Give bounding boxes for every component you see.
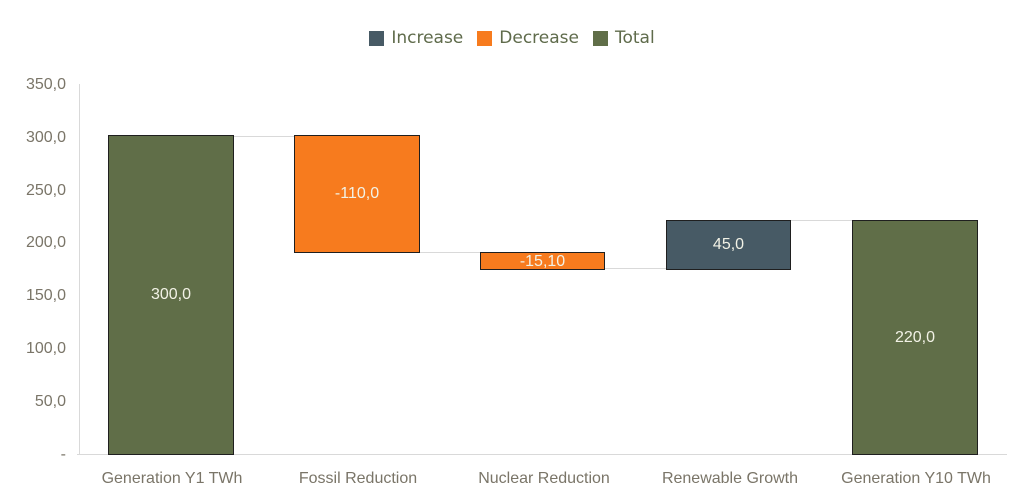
y-tick: 50,0 — [34, 393, 66, 410]
bar-fossil-reduction: -110,0 — [294, 135, 420, 253]
bar-value-label: 220,0 — [894, 328, 936, 346]
y-tick: 300,0 — [25, 129, 66, 146]
bar-renewable-growth: 45,0 — [666, 220, 791, 270]
bar-nuclear-reduction: -15,10 — [480, 252, 605, 270]
y-tick: 100,0 — [25, 340, 66, 357]
bar-value-label: 300,0 — [150, 286, 192, 303]
y-tick: - — [60, 446, 66, 463]
x-label: Fossil Reduction — [298, 470, 418, 487]
legend-label: Increase — [391, 28, 464, 48]
connector-line — [605, 268, 666, 269]
legend-item-increase: Increase — [369, 28, 463, 48]
bar-generation-y10: 220,0 — [852, 220, 978, 455]
y-tick: 200,0 — [25, 234, 66, 251]
x-axis-line — [77, 454, 1007, 455]
legend-item-decrease: Decrease — [477, 28, 579, 48]
x-label: Nuclear Reduction — [478, 470, 610, 487]
bar-value-label: -110,0 — [334, 185, 380, 202]
x-label: Generation Y1 TWh — [101, 470, 243, 487]
increase-swatch-icon — [369, 30, 385, 46]
total-swatch-icon — [592, 30, 608, 46]
legend-label: Total — [614, 28, 655, 48]
chart-legend: Increase Decrease Total — [0, 28, 1024, 48]
bar-value-label: 45,0 — [712, 236, 745, 253]
connector-line — [420, 252, 480, 253]
x-label: Generation Y10 TWh — [841, 470, 991, 487]
bar-generation-y1: 300,0 — [108, 135, 234, 455]
bar-value-label: -15,10 — [519, 253, 566, 270]
y-tick: 350,0 — [25, 76, 66, 93]
connector-line — [791, 220, 852, 221]
y-tick: 250,0 — [25, 182, 66, 199]
connector-line — [234, 136, 295, 137]
y-tick: 150,0 — [25, 287, 66, 304]
legend-item-total: Total — [592, 28, 655, 48]
y-axis-line — [79, 84, 80, 455]
decrease-swatch-icon — [477, 30, 493, 46]
legend-label: Decrease — [499, 28, 579, 48]
x-label: Renewable Growth — [661, 470, 799, 487]
